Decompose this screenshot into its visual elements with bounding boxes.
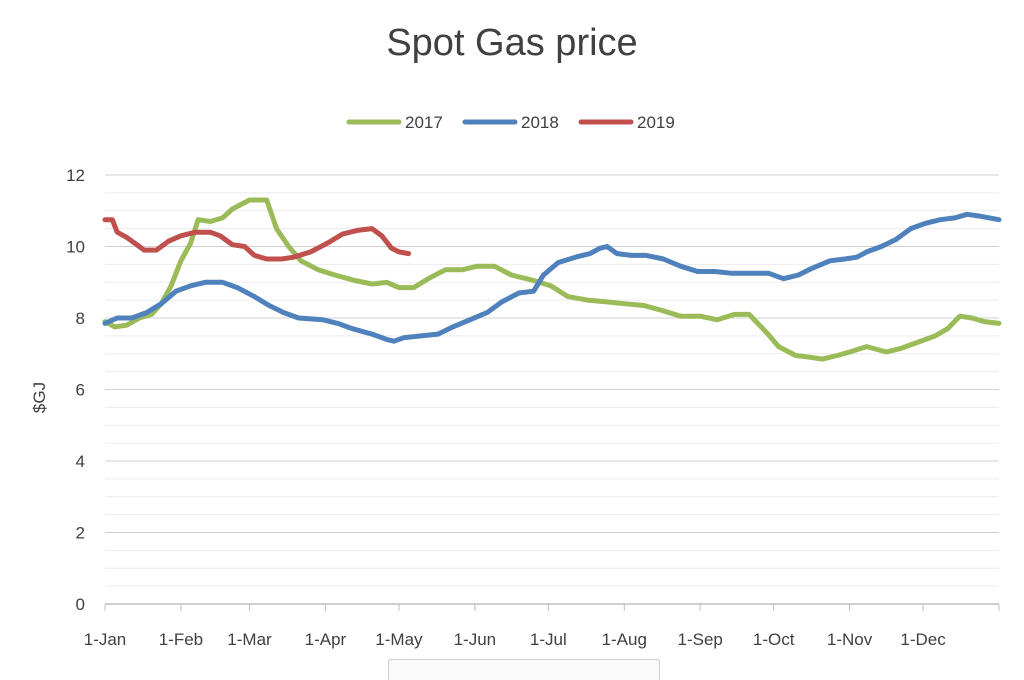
y-tick-label: 10 bbox=[66, 238, 85, 257]
x-tick-label: 1-Aug bbox=[602, 630, 647, 649]
series-lines bbox=[102, 197, 1002, 362]
gridlines bbox=[105, 174, 999, 605]
x-tick-label: 1-Oct bbox=[753, 630, 795, 649]
x-tick-label: 1-Jul bbox=[530, 630, 567, 649]
series-line-2017 bbox=[102, 197, 1002, 362]
x-tick-label: 1-Sep bbox=[677, 630, 722, 649]
x-tick-label: 1-Nov bbox=[827, 630, 873, 649]
x-tick-label: 1-Mar bbox=[227, 630, 272, 649]
legend-label-2017: 2017 bbox=[405, 113, 443, 132]
legend: 2017 2018 2019 bbox=[346, 113, 675, 132]
x-tick-label: 1-May bbox=[375, 630, 423, 649]
axes bbox=[104, 603, 1000, 611]
y-tick-label: 4 bbox=[76, 452, 85, 471]
series-line-2018 bbox=[102, 211, 1002, 344]
y-axis-label: $GJ bbox=[30, 382, 49, 413]
y-tick-label: 2 bbox=[76, 524, 85, 543]
x-tick-label: 1-Jun bbox=[454, 630, 497, 649]
y-tick-label: 0 bbox=[76, 595, 85, 614]
y-tick-label: 8 bbox=[76, 309, 85, 328]
x-tick-labels: 1-Jan 1-Feb 1-Mar 1-Apr 1-May 1-Jun 1-Jul 1-Aug… bbox=[84, 630, 947, 649]
x-tick-label: 1-Apr bbox=[305, 630, 347, 649]
y-tick-labels: 0 2 4 6 8 10 12 bbox=[66, 166, 85, 614]
chart-title: Spot Gas price bbox=[386, 22, 638, 64]
series-line-2019 bbox=[102, 217, 412, 262]
x-tick-label: 1-Jan bbox=[84, 630, 127, 649]
legend-label-2019: 2019 bbox=[637, 113, 675, 132]
x-tick-label: 1-Dec bbox=[900, 630, 946, 649]
y-tick-label: 12 bbox=[66, 166, 85, 185]
y-tick-label: 6 bbox=[76, 381, 85, 400]
x-tick-label: 1-Feb bbox=[159, 630, 203, 649]
legend-label-2018: 2018 bbox=[521, 113, 559, 132]
